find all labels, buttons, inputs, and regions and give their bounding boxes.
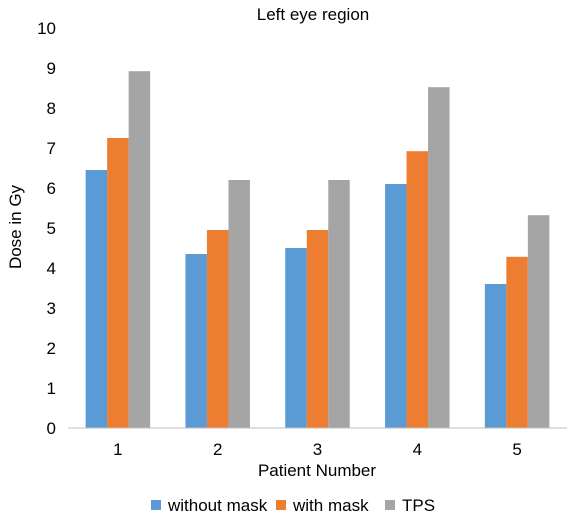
x-axis-ticks: 1 2 3 4 5: [113, 440, 522, 459]
y-axis-ticks: 0 1 2 3 4 5 6 7 8 9 10: [37, 19, 56, 438]
bar: [107, 138, 129, 428]
y-tick-label: 3: [47, 299, 56, 318]
x-tick-label: 3: [313, 440, 322, 459]
bar: [527, 215, 550, 428]
y-tick-label: 0: [47, 419, 56, 438]
y-tick-label: 6: [47, 179, 56, 198]
x-axis-title: Patient Number: [258, 461, 376, 480]
y-tick-label: 4: [47, 259, 56, 278]
bar: [306, 230, 329, 428]
legend-label: without mask: [167, 496, 268, 515]
bar: [406, 151, 429, 428]
y-tick-label: 2: [47, 339, 56, 358]
y-tick-label: 7: [47, 139, 56, 158]
y-axis-title: Dose in Gy: [6, 184, 25, 269]
bar: [428, 87, 450, 428]
legend-label: TPS: [402, 496, 435, 515]
x-tick-label: 2: [213, 440, 222, 459]
legend: without mask with mask TPS: [151, 496, 435, 515]
chart-title: Left eye region: [257, 5, 369, 24]
bar: [484, 284, 507, 428]
y-tick-label: 8: [47, 99, 56, 118]
legend-swatch: [276, 500, 286, 510]
x-tick-label: 4: [413, 440, 422, 459]
bar: [206, 230, 229, 428]
y-tick-label: 9: [47, 59, 56, 78]
x-tick-label: 1: [113, 440, 122, 459]
x-tick-label: 5: [512, 440, 521, 459]
y-tick-label: 10: [37, 19, 56, 38]
bars: [85, 71, 550, 428]
bar: [328, 180, 350, 428]
bar: [228, 180, 250, 428]
bar: [385, 184, 407, 428]
bar: [506, 256, 528, 428]
legend-swatch: [151, 500, 161, 510]
bar: [185, 254, 207, 428]
legend-swatch: [385, 500, 395, 510]
legend-label: with mask: [292, 496, 369, 515]
y-tick-label: 5: [47, 219, 56, 238]
y-tick-label: 1: [47, 379, 56, 398]
bar: [85, 170, 108, 428]
bar: [285, 248, 307, 428]
bar: [128, 71, 151, 428]
